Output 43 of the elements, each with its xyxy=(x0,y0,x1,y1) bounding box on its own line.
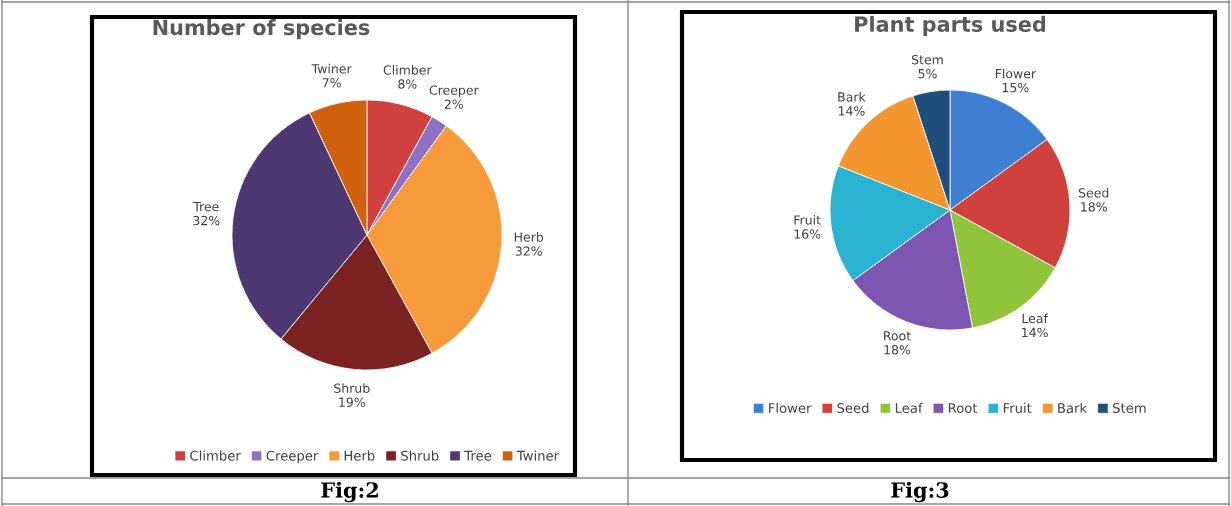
legend-label: Root xyxy=(948,403,978,414)
data-label: 15% xyxy=(1002,82,1029,93)
slice-label: Climber xyxy=(383,65,432,75)
legend-label: Shrub xyxy=(401,450,439,461)
data-label: 32% xyxy=(515,246,542,256)
data-label: 5% xyxy=(918,68,937,79)
data-label: 18% xyxy=(884,345,911,355)
text: Fig:2 xyxy=(321,481,378,503)
legend-label: Climber xyxy=(190,450,241,461)
legend-label: Creeper xyxy=(266,450,319,464)
legend-label: Tree xyxy=(464,450,492,461)
legend-label: Twiner xyxy=(516,450,560,461)
slice-label: Flower xyxy=(995,68,1037,79)
slice-label: Leaf xyxy=(1022,313,1049,324)
slice-label: Shrub xyxy=(334,383,370,393)
slice-label: Fruit xyxy=(794,215,821,225)
legend-label: Fruit xyxy=(1003,402,1032,414)
data-label: 14% xyxy=(1022,327,1048,338)
legend-label: Stem xyxy=(1113,403,1146,414)
legend-label: Leaf xyxy=(895,402,923,414)
data-label: 7% xyxy=(322,78,341,88)
slice-label: Seed xyxy=(1078,187,1109,198)
legend-label: Flower xyxy=(769,402,812,414)
data-label: 19% xyxy=(339,397,365,407)
data-label: 18% xyxy=(1081,202,1107,212)
slice-label: Bark xyxy=(838,91,866,102)
data-label: 14% xyxy=(838,106,865,116)
data-label: 2% xyxy=(444,99,464,109)
slice-label: Twiner xyxy=(311,63,352,74)
data-label: 8% xyxy=(398,79,417,89)
slice-label: Creeper xyxy=(429,85,479,98)
slice-label: Tree xyxy=(193,202,219,212)
chart-title: Number of species xyxy=(153,19,370,40)
legend-label: Herb xyxy=(344,450,375,461)
legend-label: Seed xyxy=(837,402,869,414)
slice-label: Stem xyxy=(911,54,943,65)
data-label: 16% xyxy=(794,229,821,239)
legend-label: Bark xyxy=(1058,402,1088,414)
slice-label: Root xyxy=(884,331,911,341)
chart-title: Plant parts used xyxy=(855,15,1046,36)
text: Fig:3 xyxy=(891,481,949,503)
slice-label: Herb xyxy=(514,232,544,242)
data-label: 32% xyxy=(193,215,220,226)
